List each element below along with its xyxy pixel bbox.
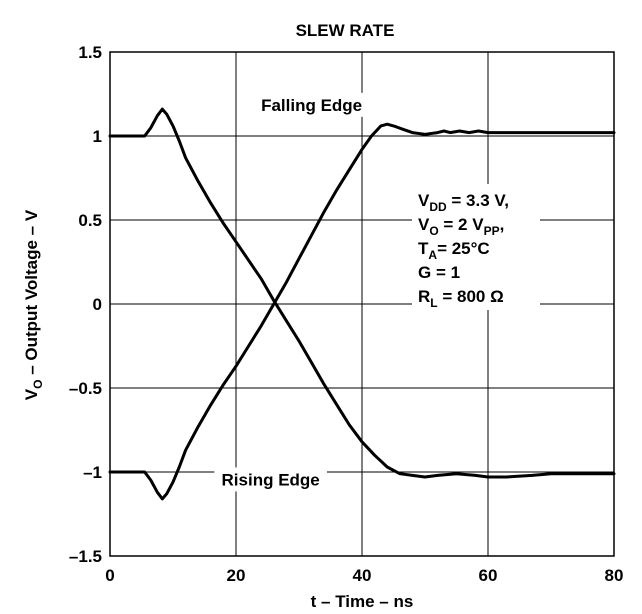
- condition-sub: L: [430, 296, 437, 310]
- condition-line: VO = 2 VPP,: [418, 215, 504, 238]
- condition-main: V: [418, 215, 430, 234]
- condition-main: R: [418, 287, 430, 306]
- condition-rest: = 800 Ω: [438, 287, 504, 306]
- plot-border: [109, 51, 615, 557]
- test-conditions: VDD = 3.3 V,VO = 2 VPP,TA= 25°CG = 1RL =…: [412, 184, 540, 310]
- x-tick-label: 80: [605, 566, 624, 585]
- condition-main: T: [418, 239, 429, 258]
- y-tick-label: 1.5: [78, 43, 102, 62]
- y-axis-label-rest: – Output Voltage – V: [22, 209, 41, 379]
- series-line-rising-edge: [108, 122, 616, 501]
- x-tick-label: 40: [353, 566, 372, 585]
- condition-line: VDD = 3.3 V,: [418, 191, 509, 214]
- annotations: Falling Edge Rising Edge: [214, 92, 373, 492]
- condition-sub: DD: [429, 200, 447, 214]
- x-tick-label: 20: [227, 566, 246, 585]
- axis-tick-labels: 0 20 40 60 80 1.5 1 0.5 0 –0.5 –1 –1.5: [69, 43, 624, 585]
- y-axis-label-sub: O: [31, 380, 45, 389]
- x-tick-label: 60: [479, 566, 498, 585]
- condition-main: G = 1: [418, 263, 460, 282]
- series-lines: [108, 107, 616, 501]
- y-tick-label: 1: [93, 127, 102, 146]
- y-axis-label-main: V: [22, 388, 41, 400]
- y-tick-label: –1: [83, 463, 102, 482]
- x-axis-label: t – Time – ns: [311, 592, 414, 611]
- y-tick-label: –1.5: [69, 547, 102, 566]
- conditions-background: [412, 184, 540, 310]
- y-tick-label: –0.5: [69, 379, 102, 398]
- chart-title: SLEW RATE: [296, 21, 395, 40]
- condition-rest: = 3.3 V,: [447, 191, 509, 210]
- condition-sub: A: [428, 248, 437, 262]
- condition-line: TA= 25°C: [418, 239, 490, 262]
- condition-line: RL = 800 Ω: [418, 287, 504, 310]
- y-tick-label: 0.5: [78, 211, 102, 230]
- condition-main: V: [418, 191, 430, 210]
- annotation-label: Falling Edge: [261, 96, 362, 115]
- condition-sub: O: [429, 224, 438, 238]
- condition-line: G = 1: [418, 263, 460, 282]
- y-axis-label: VO – Output Voltage – V: [22, 209, 45, 400]
- condition-rest: = 25°C: [437, 239, 490, 258]
- series-line-falling-edge: [108, 107, 616, 479]
- condition-rest: = 2 V: [439, 215, 485, 234]
- annotation-background: [250, 92, 373, 117]
- annotation-background: [214, 467, 327, 492]
- annotation-label: Rising Edge: [222, 470, 320, 489]
- condition-rest2: ,: [500, 215, 505, 234]
- y-tick-label: 0: [93, 295, 102, 314]
- condition-sub2: PP: [484, 224, 500, 238]
- x-tick-label: 0: [105, 566, 114, 585]
